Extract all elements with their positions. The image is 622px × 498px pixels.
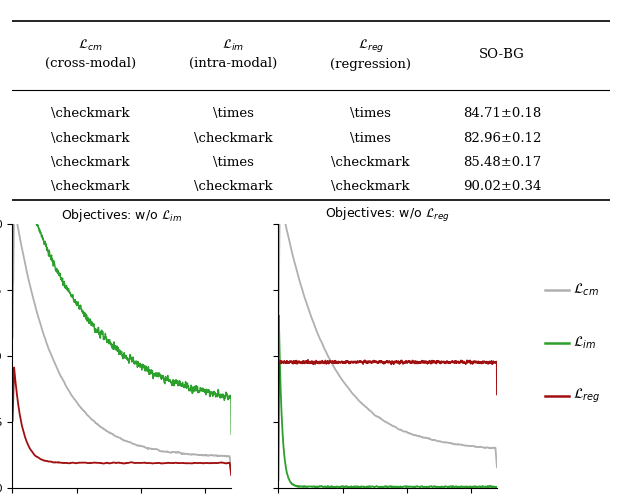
Text: \checkmark: \checkmark	[194, 180, 272, 193]
Text: \times: \times	[350, 108, 391, 121]
Text: $\mathcal{L}_{im}$: $\mathcal{L}_{im}$	[573, 335, 596, 351]
Text: \times: \times	[213, 156, 254, 169]
Text: SO-BG: SO-BG	[479, 48, 525, 61]
Text: 84.71±0.18: 84.71±0.18	[463, 108, 541, 121]
Text: \checkmark: \checkmark	[194, 132, 272, 145]
Text: \checkmark: \checkmark	[51, 132, 129, 145]
Title: Objectives: w/o $\mathcal{L}_{reg}$: Objectives: w/o $\mathcal{L}_{reg}$	[325, 206, 450, 224]
Text: \times: \times	[350, 132, 391, 145]
Text: \checkmark: \checkmark	[332, 156, 410, 169]
Text: $\mathcal{L}_{cm}$: $\mathcal{L}_{cm}$	[573, 282, 599, 298]
Title: Objectives: w/o $\mathcal{L}_{im}$: Objectives: w/o $\mathcal{L}_{im}$	[61, 207, 182, 224]
Text: \checkmark: \checkmark	[332, 180, 410, 193]
Text: $\mathcal{L}_{reg}$: $\mathcal{L}_{reg}$	[573, 386, 600, 405]
Text: \times: \times	[213, 108, 254, 121]
Text: \checkmark: \checkmark	[51, 180, 129, 193]
Text: 90.02±0.34: 90.02±0.34	[463, 180, 541, 193]
Text: \checkmark: \checkmark	[51, 108, 129, 121]
Text: 85.48±0.17: 85.48±0.17	[463, 156, 541, 169]
Text: $\mathcal{L}_{reg}$
(regression): $\mathcal{L}_{reg}$ (regression)	[330, 37, 411, 71]
Text: 82.96±0.12: 82.96±0.12	[463, 132, 541, 145]
Text: $\mathcal{L}_{im}$
(intra-modal): $\mathcal{L}_{im}$ (intra-modal)	[189, 38, 277, 70]
Text: $\mathcal{L}_{cm}$
(cross-modal): $\mathcal{L}_{cm}$ (cross-modal)	[45, 38, 136, 70]
Text: \checkmark: \checkmark	[51, 156, 129, 169]
